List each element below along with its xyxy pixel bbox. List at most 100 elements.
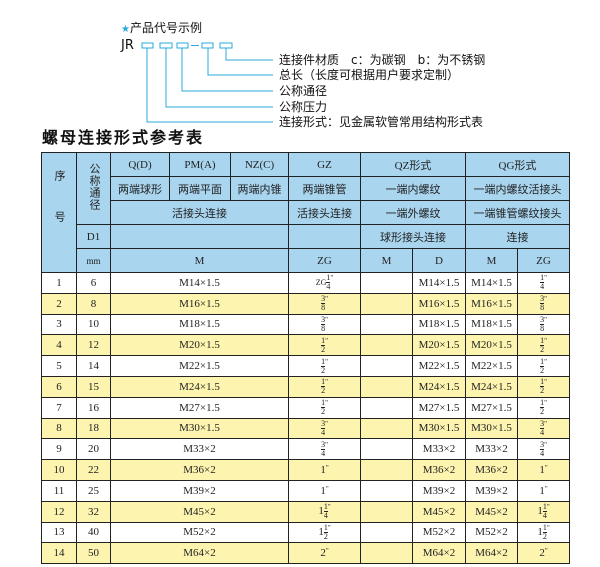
denominator: 2 bbox=[540, 407, 545, 417]
cell-qz-m bbox=[360, 375, 413, 398]
cell-no: 14 bbox=[41, 542, 77, 565]
cell-text: 14 bbox=[53, 547, 65, 560]
numerator: 3 bbox=[540, 418, 545, 429]
cell-text: 20 bbox=[88, 443, 99, 456]
cell-text: 4 bbox=[56, 339, 62, 352]
cell-text: M24×1.5 bbox=[418, 380, 460, 393]
zg-whole: 1 bbox=[318, 525, 324, 538]
cell-no: 13 bbox=[41, 521, 77, 544]
cell-qg-zg: 1 4 " bbox=[517, 272, 570, 294]
cell-text: 16 bbox=[88, 401, 99, 414]
cell-zg: 1 2 " bbox=[288, 375, 361, 398]
cell-d1: 22 bbox=[76, 459, 111, 481]
zg-prefix: ZG bbox=[315, 278, 327, 288]
cell-qg-m: M16×1.5 bbox=[465, 292, 518, 315]
inch-mark: " bbox=[544, 464, 548, 473]
cell-qz-d: M30×1.5 bbox=[412, 417, 466, 440]
header-q: Q(D) bbox=[110, 152, 170, 177]
cell-zg: 1 1 2 " bbox=[288, 521, 361, 544]
header-cell: 活接头连接 bbox=[110, 200, 289, 225]
header-cell: 两端平面 bbox=[169, 176, 231, 201]
diagram-heading: ★产品代号示例 bbox=[121, 21, 202, 35]
cell-d1: 50 bbox=[76, 542, 111, 565]
cell-text: 22 bbox=[88, 464, 99, 477]
cell-text: M33×2 bbox=[475, 443, 508, 456]
numerator: 1 bbox=[540, 335, 545, 346]
cell-d1: 6 bbox=[76, 272, 111, 294]
inch-mark: " bbox=[544, 295, 547, 304]
cell-text: 6 bbox=[90, 276, 97, 289]
cell-zg: ZG 1 4 " bbox=[288, 272, 361, 294]
cell-qz-m bbox=[360, 500, 413, 523]
cell-text: M30×1.5 bbox=[418, 422, 460, 435]
cell-qz-d: M18×1.5 bbox=[412, 313, 466, 336]
cell-qz-d: M33×2 bbox=[412, 438, 466, 461]
cell-text: M16×1.5 bbox=[179, 297, 220, 310]
cell-m: M14×1.5 bbox=[110, 272, 289, 294]
cell-text: M16×1.5 bbox=[471, 297, 512, 310]
label-connection-type: 连接形式：见金属软管常用结构形式表 bbox=[279, 115, 484, 129]
inch-mark: " bbox=[544, 547, 548, 556]
cell-text: M64×2 bbox=[475, 547, 508, 560]
cell-text: 32 bbox=[88, 505, 99, 518]
cell-zg: 1 2 " bbox=[288, 396, 361, 419]
inch-mark: " bbox=[325, 378, 328, 387]
table-row: 4 12 M20×1.5 1 2 " M20×1.5 M20×1.5 1 2 " bbox=[41, 334, 570, 357]
header-seq: 序号 bbox=[41, 152, 77, 273]
cell-qg-zg: 1 2 " bbox=[517, 355, 570, 377]
header-cell: 两端内锥 bbox=[230, 176, 289, 201]
cell-qg-m: M22×1.5 bbox=[465, 355, 518, 377]
inch-mark: " bbox=[544, 315, 547, 324]
cell-text: 10 bbox=[53, 464, 65, 477]
header-cell: 一端锥管螺纹接头 bbox=[465, 200, 570, 225]
cell-qg-zg: 1 1 2 " bbox=[517, 521, 570, 544]
cell-zg: 1 2 " bbox=[288, 334, 361, 357]
cell-text: 8 bbox=[56, 422, 62, 435]
cell-qz-m bbox=[360, 313, 413, 336]
cell-no: 10 bbox=[41, 459, 77, 481]
inch-mark: " bbox=[544, 274, 547, 283]
cell-text: M20×1.5 bbox=[179, 339, 220, 352]
cell-d1: 32 bbox=[76, 500, 111, 523]
inch-mark: " bbox=[325, 295, 328, 304]
cell-d1: 25 bbox=[76, 479, 111, 502]
header-nz: NZ(C) bbox=[230, 152, 289, 177]
denominator: 2 bbox=[321, 407, 326, 417]
table-row: 2 8 M16×1.5 3 8 " M16×1.5 M16×1.5 3 8 " bbox=[41, 292, 570, 315]
cell-m: M27×1.5 bbox=[110, 396, 289, 419]
cell-qz-d: M36×2 bbox=[412, 459, 466, 481]
header-d1: D1 bbox=[76, 224, 111, 249]
label-nominal-diameter: 公称通径 bbox=[279, 84, 328, 98]
cell-qz-d: M24×1.5 bbox=[412, 375, 466, 398]
table-row: 14 50 M64×2 2" M64×2 M64×2 2" bbox=[41, 542, 570, 565]
cell-qg-zg: 3 4 " bbox=[517, 438, 570, 461]
cell-text: M27×1.5 bbox=[418, 401, 460, 414]
denominator: 4 bbox=[542, 511, 547, 521]
cell-text: 11 bbox=[53, 484, 65, 497]
zg-whole: 1 bbox=[539, 484, 545, 497]
header-cell: 两端锥管 bbox=[288, 176, 361, 201]
cell-text: 10 bbox=[88, 318, 99, 331]
cell-m: M64×2 bbox=[110, 542, 289, 565]
cell-text: M52×2 bbox=[422, 526, 456, 539]
zg-whole: 1 bbox=[537, 525, 543, 538]
inch-mark: " bbox=[544, 399, 547, 408]
cell-no: 4 bbox=[41, 334, 77, 357]
cell-text: 7 bbox=[56, 401, 62, 414]
header-cell: 一端内螺纹活接头 bbox=[465, 176, 570, 201]
cell-m: M18×1.5 bbox=[110, 313, 289, 336]
code-box-4 bbox=[201, 42, 214, 49]
cell-d1: 10 bbox=[76, 313, 111, 336]
cell-text: M27×1.5 bbox=[179, 401, 220, 414]
cell-m: M22×1.5 bbox=[110, 355, 289, 377]
zg-whole: 1 bbox=[318, 505, 324, 518]
inch-mark: " bbox=[325, 315, 328, 324]
cell-text: M39×2 bbox=[183, 484, 216, 497]
numerator: 3 bbox=[540, 294, 545, 305]
cell-qg-m: M45×2 bbox=[465, 500, 518, 523]
inch-mark: " bbox=[325, 440, 328, 449]
